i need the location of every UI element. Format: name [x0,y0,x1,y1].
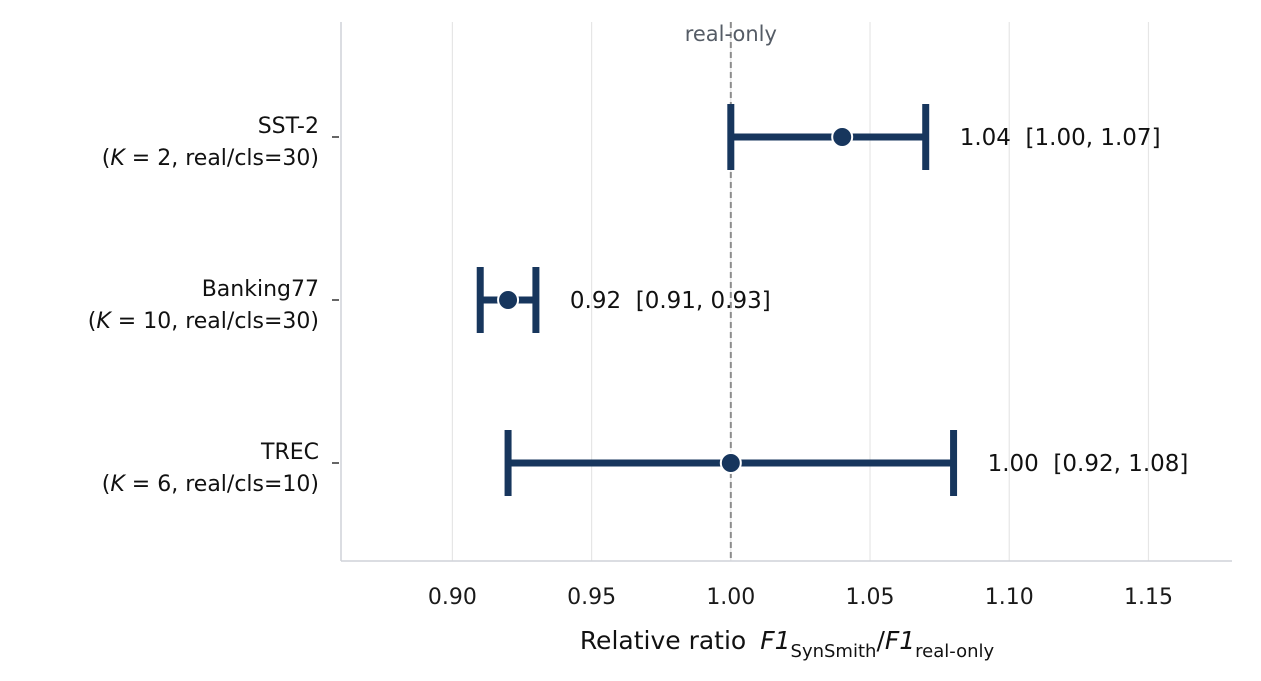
y-category-sublabel: (K = 6, real/cls=10) [102,472,319,497]
point-estimate [719,452,742,474]
value-annotation: 1.04 [1.00, 1.07] [960,125,1161,151]
x-tick-label: 1.05 [846,585,895,610]
x-axis-title-den-sub: real-only [915,641,994,662]
x-axis-title-num: F1 [760,626,790,655]
x-tick-label: 1.15 [1124,585,1173,610]
reference-line-label: real-only [685,22,777,46]
x-axis-title-den: F1 [885,626,915,655]
point-estimate [831,126,854,148]
x-tick-label: 0.90 [428,585,477,610]
x-axis-title-slash: / [876,626,885,655]
axes [340,22,1232,562]
y-category-label: SST-2 [258,114,319,139]
value-annotation: 0.92 [0.91, 0.93] [570,288,771,314]
y-category-sublabel: (K = 2, real/cls=30) [102,146,319,171]
reference-line-group: real-only [685,22,777,561]
x-ticks: 0.90 0.95 1.00 1.05 1.10 1.15 [428,585,1173,610]
error-bar-1 [727,104,930,170]
x-axis-title-num-sub: SynSmith [791,641,877,662]
point-estimate [497,289,520,311]
value-annotations: 1.04 [1.00, 1.07] 0.92 [0.91, 0.93] 1.00 [… [570,125,1188,477]
x-axis-title-prefix: Relative ratio [580,626,746,655]
x-axis-title: Relative ratio F1SynSmith/F1real-only [580,626,995,662]
y-category-labels: SST-2 (K = 2, real/cls=30) Banking77 (K = 1… [88,114,339,497]
grid-lines [451,22,1150,561]
y-category-label: TREC [260,440,319,465]
x-tick-label: 0.95 [567,585,616,610]
error-bar-3 [504,430,958,496]
y-category-sublabel: (K = 10, real/cls=30) [88,309,319,334]
y-category-label: Banking77 [202,277,319,302]
x-tick-label: 1.10 [985,585,1034,610]
value-annotation: 1.00 [0.92, 1.08] [988,451,1189,477]
x-tick-label: 1.00 [706,585,755,610]
error-bars [476,104,958,496]
error-bar-2 [476,267,540,333]
